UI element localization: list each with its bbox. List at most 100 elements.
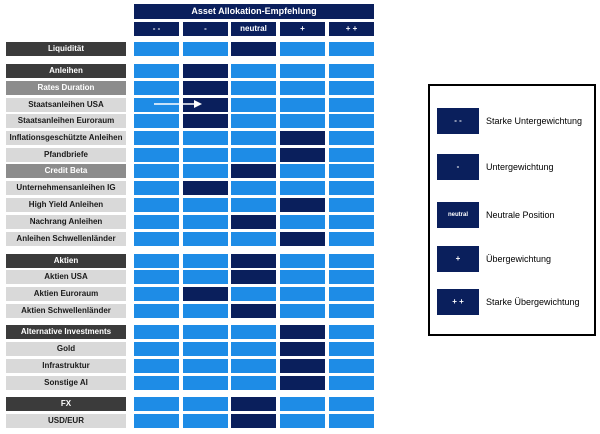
matrix-title: Asset Allokation-Empfehlung bbox=[134, 4, 374, 19]
grid-cell-selected bbox=[231, 414, 276, 428]
grid-cell bbox=[280, 215, 325, 229]
grid-cell bbox=[329, 232, 374, 246]
column-header-col-strong-over: + + bbox=[329, 22, 374, 36]
row-label: Liquidität bbox=[6, 42, 126, 56]
grid-cell bbox=[134, 359, 179, 373]
grid-cell bbox=[231, 198, 276, 212]
row-label: USD/EUR bbox=[6, 414, 126, 428]
grid-cell bbox=[134, 81, 179, 95]
grid-cell bbox=[329, 148, 374, 162]
grid-cell bbox=[329, 414, 374, 428]
grid-cell bbox=[280, 42, 325, 56]
grid-cell bbox=[134, 414, 179, 428]
row-label: Nachrang Anleihen bbox=[6, 215, 126, 229]
legend-symbol: neutral bbox=[437, 202, 479, 228]
legend-symbol: + bbox=[437, 246, 479, 272]
row-label: Aktien bbox=[6, 254, 126, 268]
grid-cell bbox=[280, 254, 325, 268]
grid-cell bbox=[231, 232, 276, 246]
grid-cell bbox=[183, 42, 228, 56]
column-header-col-strong-under: - - bbox=[134, 22, 179, 36]
grid-cell bbox=[183, 148, 228, 162]
grid-cell bbox=[231, 81, 276, 95]
grid-cell bbox=[280, 304, 325, 318]
grid-cell bbox=[183, 198, 228, 212]
grid-cell bbox=[231, 148, 276, 162]
legend-symbol: - bbox=[437, 154, 479, 180]
grid-cell bbox=[329, 304, 374, 318]
grid-cell-selected bbox=[231, 270, 276, 284]
grid-cell-selected bbox=[183, 64, 228, 78]
grid-cell bbox=[183, 254, 228, 268]
legend-label: Neutrale Position bbox=[486, 210, 555, 220]
grid-cell-selected bbox=[183, 114, 228, 128]
grid-cell-selected bbox=[183, 287, 228, 301]
grid-cell bbox=[183, 397, 228, 411]
grid-cell-selected bbox=[231, 164, 276, 178]
grid-cell bbox=[134, 131, 179, 145]
grid-cell bbox=[183, 232, 228, 246]
grid-cell-selected bbox=[280, 131, 325, 145]
grid-cell-selected bbox=[231, 42, 276, 56]
row-label: Infrastruktur bbox=[6, 359, 126, 373]
row-label: Anleihen bbox=[6, 64, 126, 78]
grid-cell bbox=[183, 359, 228, 373]
grid-cell bbox=[134, 270, 179, 284]
grid-cell bbox=[329, 270, 374, 284]
grid-cell bbox=[134, 181, 179, 195]
column-header-col-under: - bbox=[183, 22, 228, 36]
grid-cell bbox=[183, 215, 228, 229]
legend-label: Starke Untergewichtung bbox=[486, 116, 583, 126]
grid-cell bbox=[280, 64, 325, 78]
row-label: Pfandbriefe bbox=[6, 148, 126, 162]
grid-cell bbox=[329, 198, 374, 212]
grid-cell bbox=[231, 98, 276, 112]
row-label: Alternative Investments bbox=[6, 325, 126, 339]
grid-cell bbox=[280, 164, 325, 178]
row-label: Aktien Euroraum bbox=[6, 287, 126, 301]
grid-cell-selected bbox=[280, 325, 325, 339]
grid-cell-selected bbox=[280, 359, 325, 373]
grid-cell bbox=[329, 325, 374, 339]
grid-cell-selected bbox=[231, 397, 276, 411]
row-label: Staatsanleihen Euroraum bbox=[6, 114, 126, 128]
grid-cell bbox=[329, 254, 374, 268]
grid-cell bbox=[329, 359, 374, 373]
legend-symbol: + + bbox=[437, 289, 479, 315]
grid-cell bbox=[280, 81, 325, 95]
grid-cell bbox=[329, 98, 374, 112]
grid-cell bbox=[134, 164, 179, 178]
grid-cell bbox=[183, 164, 228, 178]
grid-cell bbox=[134, 64, 179, 78]
legend-label: Untergewichtung bbox=[486, 162, 554, 172]
grid-cell bbox=[183, 325, 228, 339]
grid-cell bbox=[280, 270, 325, 284]
row-label: FX bbox=[6, 397, 126, 411]
grid-cell bbox=[183, 376, 228, 390]
grid-cell bbox=[134, 98, 179, 112]
grid-cell bbox=[280, 114, 325, 128]
grid-cell bbox=[134, 376, 179, 390]
row-label: Aktien USA bbox=[6, 270, 126, 284]
grid-cell-selected bbox=[280, 148, 325, 162]
grid-cell-selected bbox=[231, 254, 276, 268]
grid-cell bbox=[280, 181, 325, 195]
legend-label: Starke Übergewichtung bbox=[486, 297, 580, 307]
grid-cell bbox=[231, 342, 276, 356]
row-label: Credit Beta bbox=[6, 164, 126, 178]
grid-cell bbox=[329, 181, 374, 195]
grid-cell bbox=[134, 304, 179, 318]
grid-cell bbox=[231, 359, 276, 373]
row-label: Staatsanleihen USA bbox=[6, 98, 126, 112]
grid-cell-selected bbox=[280, 376, 325, 390]
grid-cell bbox=[280, 414, 325, 428]
grid-cell bbox=[134, 254, 179, 268]
grid-cell bbox=[134, 287, 179, 301]
grid-cell bbox=[329, 42, 374, 56]
grid-cell bbox=[183, 414, 228, 428]
column-header-col-over: + bbox=[280, 22, 325, 36]
grid-cell bbox=[329, 64, 374, 78]
row-label: High Yield Anleihen bbox=[6, 198, 126, 212]
grid-cell bbox=[231, 114, 276, 128]
grid-cell bbox=[134, 342, 179, 356]
